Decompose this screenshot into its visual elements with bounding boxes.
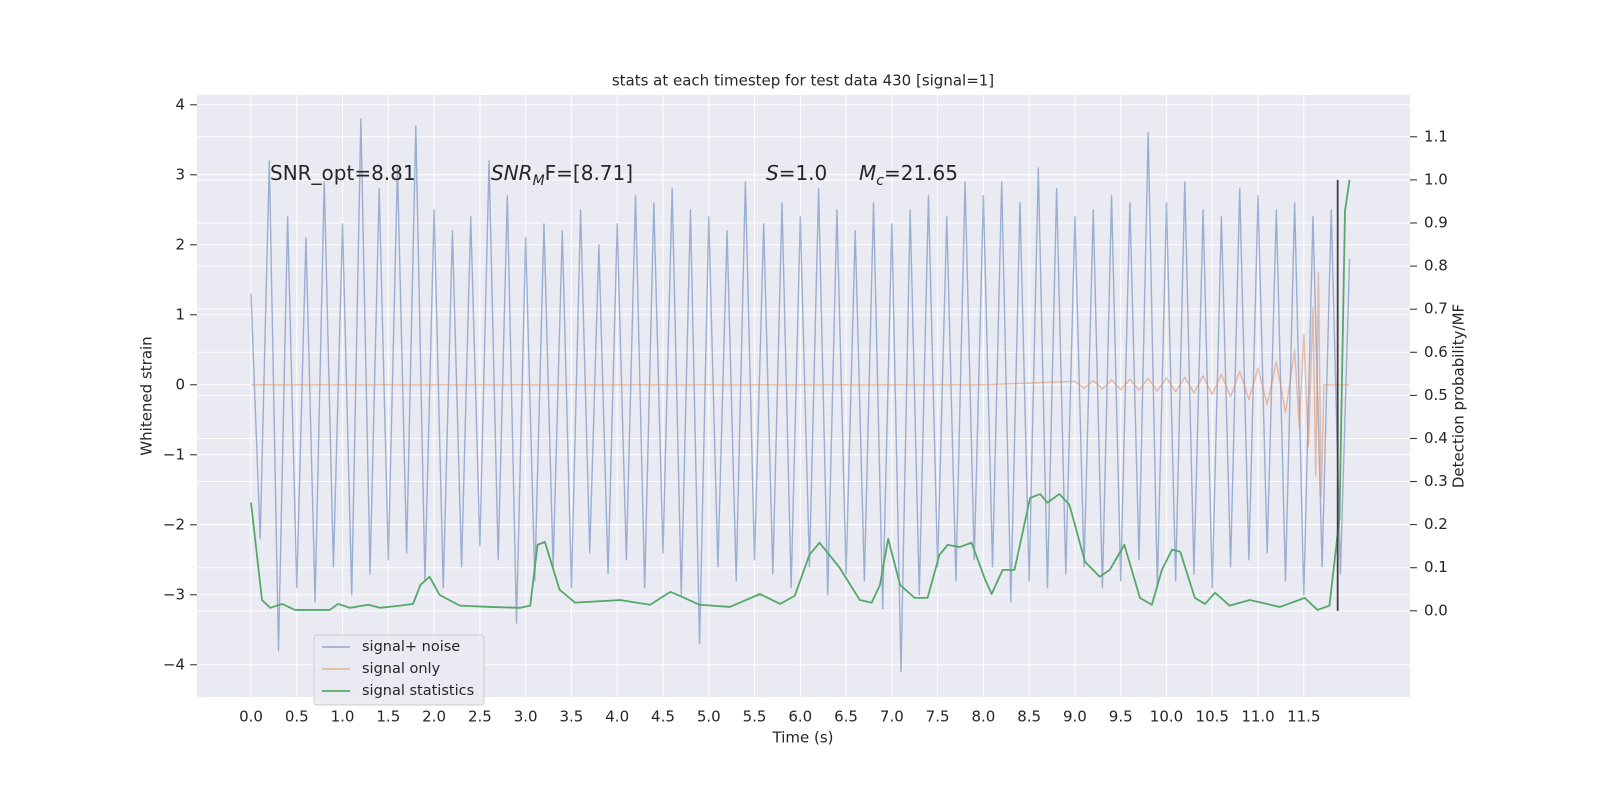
x-tick-label: 4.5 bbox=[651, 708, 675, 726]
y-axis-label: Whitened strain bbox=[138, 336, 156, 455]
legend-box bbox=[313, 634, 485, 706]
annotation-part: =1.0 bbox=[779, 161, 828, 185]
chart-title: stats at each timestep for test data 430… bbox=[612, 72, 994, 90]
annotation: S=1.0 bbox=[766, 161, 827, 185]
x-tick-label: 4.0 bbox=[605, 708, 629, 726]
legend-label: signal only bbox=[362, 661, 441, 677]
y-tick-label: −3 bbox=[163, 585, 185, 603]
y-tick-label: −2 bbox=[163, 515, 185, 533]
y2-tick-label: 0.5 bbox=[1424, 386, 1448, 404]
y2-tick-label: 0.7 bbox=[1424, 300, 1448, 318]
annotation-part: c bbox=[876, 173, 884, 189]
y2-tick-label: 1.0 bbox=[1424, 170, 1448, 188]
annotation-part: SNR_opt=8.81 bbox=[270, 161, 416, 185]
y-tick-label: 0 bbox=[175, 375, 185, 393]
annotation-part: M bbox=[859, 161, 876, 185]
x-tick-label: 7.0 bbox=[880, 708, 904, 726]
y2-axis-label: Detection probability/MF bbox=[1450, 304, 1468, 488]
x-tick-label: 11.0 bbox=[1241, 708, 1274, 726]
annotation: SNRMF=[8.71] bbox=[491, 161, 633, 189]
x-tick-label: 6.5 bbox=[834, 708, 858, 726]
y2-tick-label: 1.1 bbox=[1424, 127, 1448, 145]
x-tick-label: 5.5 bbox=[743, 708, 767, 726]
y-tick-label: −1 bbox=[163, 445, 185, 463]
y-tick-label: 1 bbox=[175, 305, 185, 323]
x-tick-label: 0.5 bbox=[285, 708, 309, 726]
y-tick-label: 2 bbox=[175, 235, 185, 253]
x-tick-label: 3.5 bbox=[559, 708, 583, 726]
x-tick-label: 2.0 bbox=[422, 708, 446, 726]
annotation-part: F=[8.71] bbox=[545, 161, 633, 185]
x-tick-label: 5.0 bbox=[697, 708, 721, 726]
legend-label: signal statistics bbox=[362, 683, 474, 699]
x-tick-label: 8.5 bbox=[1017, 708, 1041, 726]
y-tick-label: −4 bbox=[163, 655, 185, 673]
y2-tick-label: 0.4 bbox=[1424, 429, 1448, 447]
y2-tick-label: 0.9 bbox=[1424, 213, 1448, 231]
legend-label: signal+ noise bbox=[362, 639, 460, 655]
y2-tick-label: 0.1 bbox=[1424, 558, 1448, 576]
marks bbox=[250, 118, 1351, 673]
grid bbox=[197, 95, 1410, 697]
annotation-part: =21.65 bbox=[884, 161, 958, 185]
series-line bbox=[250, 118, 1351, 673]
x-tick-label: 0.0 bbox=[239, 708, 263, 726]
y2-tick-label: 0.8 bbox=[1424, 257, 1448, 275]
annotation: Mc=21.65 bbox=[859, 161, 958, 189]
x-tick-label: 3.0 bbox=[514, 708, 538, 726]
annotation-part: M bbox=[533, 173, 545, 189]
x-tick-label: 2.5 bbox=[468, 708, 492, 726]
y2-tick-label: 0.0 bbox=[1424, 601, 1448, 619]
x-tick-label: 1.0 bbox=[331, 708, 355, 726]
x-tick-label: 8.0 bbox=[971, 708, 995, 726]
x-tick-label: 9.5 bbox=[1109, 708, 1133, 726]
y-tick-label: 4 bbox=[175, 95, 185, 113]
x-tick-label: 9.0 bbox=[1063, 708, 1087, 726]
y2-tick-label: 0.3 bbox=[1424, 472, 1448, 490]
x-tick-label: 11.5 bbox=[1287, 708, 1320, 726]
x-tick-label: 6.0 bbox=[788, 708, 812, 726]
x-axis-label: Time (s) bbox=[772, 729, 834, 747]
x-tick-label: 10.5 bbox=[1196, 708, 1229, 726]
y2-tick-label: 0.6 bbox=[1424, 343, 1448, 361]
x-tick-label: 7.5 bbox=[926, 708, 950, 726]
series-line bbox=[250, 179, 1351, 611]
annotation-part: SNR bbox=[491, 161, 533, 185]
x-tick-label: 10.0 bbox=[1150, 708, 1183, 726]
y2-tick-label: 0.2 bbox=[1424, 515, 1448, 533]
annotation-part: S bbox=[766, 161, 779, 185]
y-tick-label: 3 bbox=[175, 165, 185, 183]
annotation: SNR_opt=8.81 bbox=[270, 161, 416, 185]
x-tick-label: 1.5 bbox=[376, 708, 400, 726]
series-line bbox=[251, 272, 1350, 498]
